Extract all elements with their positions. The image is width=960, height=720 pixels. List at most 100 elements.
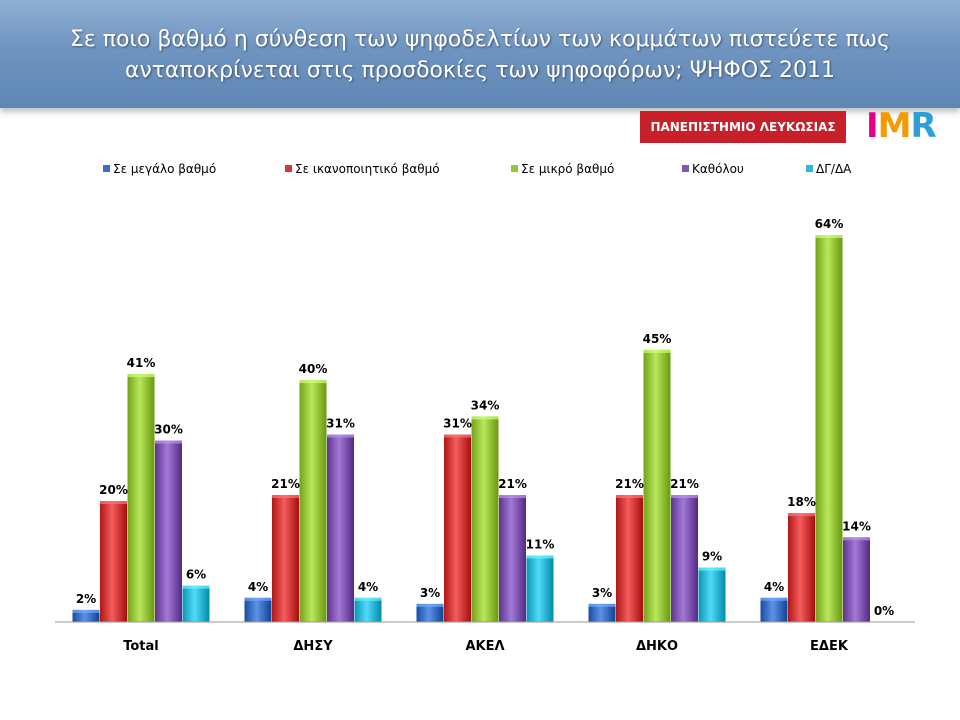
bar-top-highlight (444, 434, 471, 438)
legend-label: Καθόλου (692, 162, 744, 176)
bar-top-highlight (588, 603, 616, 607)
bar-top-highlight (416, 603, 444, 607)
bar-top-highlight (299, 380, 327, 384)
data-label: 0% (874, 604, 894, 618)
data-label: 41% (127, 356, 156, 370)
data-label: 40% (299, 362, 328, 376)
bar (760, 597, 788, 622)
x-tick-label: ΕΔΕΚ (810, 639, 849, 654)
bar-top-highlight (354, 597, 382, 601)
bar-top-highlight (244, 597, 272, 601)
x-tick-label: Total (123, 639, 159, 654)
bar (354, 597, 382, 622)
bar-top-highlight (327, 434, 354, 438)
bar (843, 537, 870, 622)
bar-top-highlight (698, 567, 726, 571)
bar (588, 603, 616, 622)
bar-top-highlight (788, 513, 815, 517)
data-label: 21% (615, 477, 644, 491)
bar (671, 495, 698, 622)
bar (788, 513, 815, 622)
bar-top-highlight (671, 495, 698, 498)
legend-label: Σε μεγάλο βαθμό (113, 162, 216, 176)
data-labels: 2% 20% 41% 30% 6% 4% 21% 40% 31% 4% 3% 31% 34% 21% 11%… (76, 217, 894, 618)
legend-label: Σε μικρό βαθμό (521, 162, 614, 176)
x-tick-label: ΔΗΣΥ (293, 639, 333, 654)
bar (444, 434, 471, 622)
data-label: 4% (358, 580, 378, 594)
page-title: Σε ποιο βαθμό η σύνθεση των ψηφοδελτίων … (20, 24, 940, 86)
title-line-1: Σε ποιο βαθμό η σύνθεση των ψηφοδελτίων … (69, 27, 891, 52)
bar-top-highlight (182, 585, 210, 589)
bar (327, 434, 354, 622)
legend-label: ΔΓ/ΔΑ (816, 162, 852, 176)
bar-top-highlight (72, 609, 100, 613)
legend-label: Σε ικανοποιητικό βαθμό (295, 162, 440, 176)
bar (244, 597, 272, 622)
legend-item: Σε μικρό βαθμό (511, 162, 614, 176)
x-tick-label: ΑΚΕΛ (465, 639, 504, 654)
legend-item: ΔΓ/ΔΑ (806, 162, 852, 176)
data-label: 4% (248, 580, 268, 594)
bar (155, 440, 182, 622)
bar (643, 349, 671, 622)
data-label: 20% (99, 483, 128, 497)
bar-top-highlight (643, 349, 671, 353)
data-label: 14% (842, 519, 871, 533)
data-label: 30% (154, 423, 183, 437)
data-label: 64% (815, 217, 844, 231)
data-label: 3% (592, 586, 612, 600)
data-label: 31% (326, 417, 355, 431)
data-label: 11% (526, 538, 555, 552)
legend-swatch (103, 165, 110, 172)
legend-item: Σε μεγάλο βαθμό (103, 162, 216, 176)
legend-swatch (285, 165, 292, 172)
data-label: 21% (271, 477, 300, 491)
university-logo: ΠΑΝΕΠΙΣΤΗΜΙΟ ΛΕΥΚΩΣΙΑΣ (640, 111, 846, 143)
data-label: 6% (186, 568, 206, 582)
bar-top-highlight (526, 555, 554, 559)
bar (72, 609, 100, 622)
title-line-2: ανταποκρίνεται στις προσδοκίες των ψηφοφ… (124, 58, 836, 83)
legend-swatch (682, 165, 689, 172)
data-label: 34% (471, 398, 500, 412)
legend-swatch (511, 165, 518, 172)
bar-top-highlight (100, 501, 127, 505)
data-label: 3% (420, 586, 440, 600)
bar-top-highlight (616, 495, 643, 498)
data-label: 21% (670, 477, 699, 491)
bar (526, 555, 554, 622)
legend-item: Σε ικανοποιητικό βαθμό (285, 162, 440, 176)
bar (272, 495, 299, 622)
data-label: 45% (643, 332, 672, 346)
bar (299, 380, 327, 622)
legend: Σε μεγάλο βαθμό Σε ικανοποιητικό βαθμό Σε … (103, 162, 852, 176)
bar-top-highlight (155, 440, 182, 444)
bars (72, 235, 870, 622)
bar-top-highlight (272, 495, 299, 498)
bar-top-highlight (471, 416, 499, 420)
bar (815, 235, 843, 622)
data-label: 18% (787, 495, 816, 509)
legend-item: Καθόλου (682, 162, 744, 176)
bar (698, 567, 726, 622)
bar (499, 495, 526, 622)
bar (100, 501, 127, 622)
data-label: 4% (764, 580, 784, 594)
bar-top-highlight (843, 537, 870, 541)
bar (616, 495, 643, 622)
data-label: 31% (443, 417, 472, 431)
data-label: 2% (76, 592, 96, 606)
bar-top-highlight (499, 495, 526, 498)
x-tick-labels: Total ΔΗΣΥ ΑΚΕΛ ΔΗΚΟ ΕΔΕΚ (123, 639, 849, 654)
legend-swatch (806, 165, 813, 172)
x-tick-label: ΔΗΚΟ (636, 639, 678, 654)
bar (182, 585, 210, 622)
bar-top-highlight (127, 374, 155, 378)
data-label: 21% (498, 477, 527, 491)
data-label: 9% (702, 550, 722, 564)
bar-top-highlight (815, 235, 843, 238)
bar (127, 374, 155, 622)
